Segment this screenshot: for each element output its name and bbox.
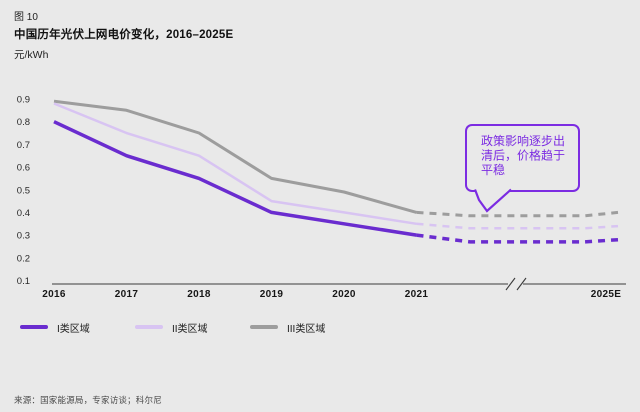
- series-forecast-I类区域: [416, 233, 619, 244]
- x-axis-label: 2020: [332, 289, 356, 300]
- annotation-text-line: 平稳: [481, 162, 505, 177]
- source-note: 来源：国家能源局，专家访谈；科尔尼: [14, 395, 162, 405]
- legend-label-region-2: II类区域: [172, 323, 208, 335]
- y-axis-label: 0.4: [17, 208, 30, 219]
- y-axis-label: 0.8: [17, 117, 30, 128]
- series-forecast-III类区域: [416, 210, 619, 218]
- y-axis-label: 0.5: [17, 185, 30, 196]
- x-axis-label: 2018: [187, 289, 211, 300]
- chart-header: 图 10 中国历年光伏上网电价变化，2016–2025E 元/kWh: [14, 8, 233, 62]
- legend-swatch-region-3: [250, 325, 278, 329]
- y-axis-label: 0.2: [17, 253, 30, 264]
- x-axis-label: 2017: [115, 289, 139, 300]
- y-axis-unit-label: 元/kWh: [14, 49, 49, 61]
- legend-item-region-1: I类区域: [20, 318, 90, 336]
- series-solid-II类区域: [53, 102, 417, 226]
- x-axis-label: 2019: [260, 289, 284, 300]
- y-axis-label: 0.1: [17, 276, 30, 287]
- legend-item-region-3: III类区域: [250, 318, 325, 336]
- axis-break-mark: [505, 277, 516, 291]
- series-solid-I类区域: [53, 120, 417, 237]
- y-axis-label: 0.7: [17, 140, 30, 151]
- figure-number: 图 10: [14, 12, 38, 23]
- chart-title: 中国历年光伏上网电价变化，2016–2025E: [14, 29, 234, 41]
- series-solid-III类区域: [53, 99, 417, 214]
- line-chart: 0.9 0.8 0.7 0.6 0.5 0.4 0.3 0.2 0.1 2016 2017 2018 2…: [17, 95, 626, 300]
- series-forecast-II类区域: [416, 222, 619, 230]
- legend-label-region-1: I类区域: [57, 323, 90, 335]
- x-axis-label: 2021: [405, 289, 429, 300]
- legend-swatch-region-1: [20, 325, 48, 329]
- x-axis-label: 2025E: [591, 289, 621, 300]
- legend-item-region-2: II类区域: [135, 318, 208, 336]
- y-axis-label: 0.6: [17, 163, 30, 174]
- legend-label-region-3: III类区域: [287, 323, 326, 335]
- annotation-text-line: 清后，价格趋于: [481, 148, 565, 163]
- annotation-callout-box: [465, 124, 580, 192]
- annotation-text-line: 政策影响逐步出: [481, 133, 565, 148]
- axis-break-mark: [516, 277, 527, 291]
- legend-swatch-region-2: [135, 325, 163, 329]
- x-axis-label: 2016: [42, 289, 66, 300]
- chart-legend: I类区域 II类区域 III类区域: [0, 318, 640, 336]
- annotation-callout-tail: [473, 188, 512, 213]
- y-axis-label: 0.9: [17, 95, 30, 106]
- y-axis-label: 0.3: [17, 231, 30, 242]
